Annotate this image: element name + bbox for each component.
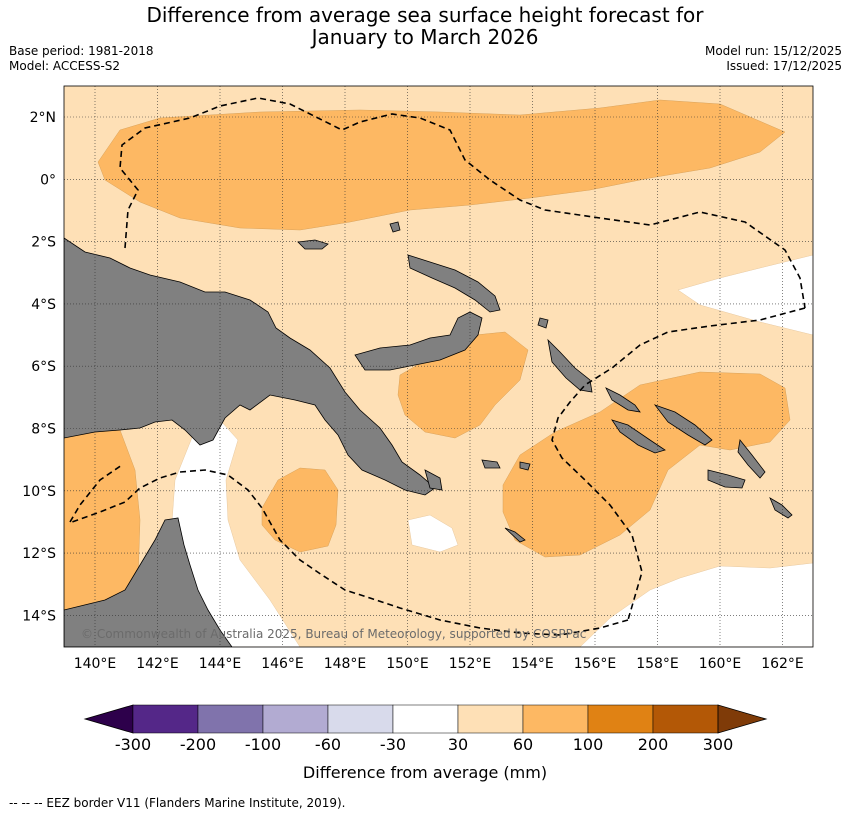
- colorbar-tick-label: 300: [703, 735, 734, 754]
- eez-png-solomon: [551, 307, 806, 621]
- colorbar-tick-label: 100: [573, 735, 604, 754]
- colorbar-swatch: [522, 704, 589, 734]
- makira: [769, 497, 793, 519]
- lon-tick-label: 158°E: [636, 656, 679, 672]
- colorbar-swatch: [587, 704, 654, 734]
- colorbar: -300 -200 -100 -60 -30 30 60 100 200 300: [83, 704, 768, 754]
- eez-west: [69, 464, 123, 523]
- meta-right: Model run: 15/12/2025 Issued: 17/12/2025: [705, 44, 842, 74]
- colorbar-label: Difference from average (mm): [303, 763, 547, 782]
- lat-tick-label: 2°N: [30, 110, 56, 126]
- graticule: [64, 86, 813, 647]
- anomaly-neutral-coral: [407, 514, 459, 553]
- lat-tick-label: 0°: [40, 172, 56, 188]
- issued-date: Issued: 17/12/2025: [726, 59, 842, 73]
- colorbar-swatch: [262, 704, 329, 734]
- eez-borders: [69, 97, 806, 636]
- anomaly-neutral-east: [677, 254, 813, 336]
- lon-tick-label: 140°E: [74, 656, 117, 672]
- lat-tick-label: 10°S: [22, 484, 56, 500]
- lon-tick-label: 152°E: [449, 656, 492, 672]
- guadalcanal: [707, 469, 746, 489]
- map-title: Difference from average sea surface heig…: [0, 4, 850, 48]
- colorbar-swatch: [132, 704, 199, 734]
- colorbar-swatch: [197, 704, 264, 734]
- meta-left: Base period: 1981-2018 Model: ACCESS-S2: [9, 44, 154, 74]
- longitude-labels: 140°E 142°E 144°E 146°E 148°E 150°E 152°E 154°E…: [74, 656, 804, 672]
- colorbar-swatch: [457, 704, 524, 734]
- colorbar-tick-label: 30: [448, 735, 468, 754]
- small-island-c: [537, 317, 549, 329]
- model-name: Model: ACCESS-S2: [9, 59, 121, 73]
- lon-tick-label: 144°E: [199, 656, 242, 672]
- map-frame: [63, 85, 814, 648]
- anomaly-60-100-gulf: [261, 467, 339, 553]
- colorbar-tick-label: -30: [380, 735, 406, 754]
- colorbar-swatch: [652, 704, 719, 734]
- lon-tick-label: 142°E: [136, 656, 179, 672]
- base-period: Base period: 1981-2018: [9, 44, 154, 58]
- santa-isabel: [653, 404, 713, 446]
- colorbar-tick-label: -200: [180, 735, 216, 754]
- lon-tick-label: 146°E: [261, 656, 304, 672]
- cape-york: [64, 517, 233, 647]
- title-line-2: January to March 2026: [311, 25, 539, 49]
- choiseul: [605, 387, 641, 413]
- lat-tick-label: 6°S: [31, 359, 56, 375]
- new-ireland: [407, 254, 501, 313]
- bougainville: [547, 338, 593, 393]
- lat-tick-label: 4°S: [31, 297, 56, 313]
- eez-png-north: [119, 97, 806, 309]
- lon-tick-label: 150°E: [386, 656, 429, 672]
- land-masses: [64, 221, 793, 647]
- new-guinea-mainland: [64, 237, 436, 496]
- model-run: Model run: 15/12/2025: [704, 44, 842, 58]
- small-island-b: [519, 461, 531, 471]
- colorbar-tick-label: -60: [315, 735, 341, 754]
- new-britain: [354, 311, 483, 371]
- lon-tick-label: 156°E: [574, 656, 617, 672]
- colorbar-tick-label: 60: [513, 735, 533, 754]
- anomaly-60-100-solomon: [502, 371, 791, 558]
- lat-tick-label: 14°S: [22, 608, 56, 624]
- colorbar-tick-label: -100: [245, 735, 281, 754]
- louisiade-islands: [504, 527, 526, 543]
- anomaly-60-100-north: [97, 99, 786, 231]
- lat-tick-label: 12°S: [22, 546, 56, 562]
- lon-tick-label: 160°E: [699, 656, 742, 672]
- latitude-labels: 2°N 0° 2°S 4°S 6°S 8°S 10°S 12°S 14°S: [22, 110, 56, 624]
- copyright-notice: © Commonwealth of Australia 2025, Bureau…: [81, 627, 586, 641]
- lon-tick-label: 162°E: [761, 656, 804, 672]
- colorbar-extend-high: [717, 704, 768, 734]
- malaita: [737, 439, 766, 479]
- small-island-a: [389, 221, 401, 233]
- lat-tick-label: 8°S: [31, 422, 56, 438]
- colorbar-tick-label: -300: [115, 735, 151, 754]
- dentrecasteaux-islands: [424, 469, 443, 491]
- map-area: © Commonwealth of Australia 2025, Bureau…: [64, 86, 813, 647]
- woodlark-islands: [481, 459, 501, 469]
- colorbar-extend-low: [83, 704, 134, 734]
- colorbar-swatch: [327, 704, 394, 734]
- manus: [297, 239, 329, 250]
- eez-legend: -- -- -- EEZ border V11 (Flanders Marine…: [9, 796, 346, 810]
- lon-tick-label: 148°E: [324, 656, 367, 672]
- colorbar-tick-label: 200: [638, 735, 669, 754]
- colorbar-swatch: [392, 704, 459, 734]
- lon-tick-label: 154°E: [511, 656, 554, 672]
- anomaly-neutral-southeast: [579, 562, 813, 647]
- lat-tick-label: 2°S: [31, 235, 56, 251]
- title-line-1: Difference from average sea surface heig…: [146, 3, 704, 27]
